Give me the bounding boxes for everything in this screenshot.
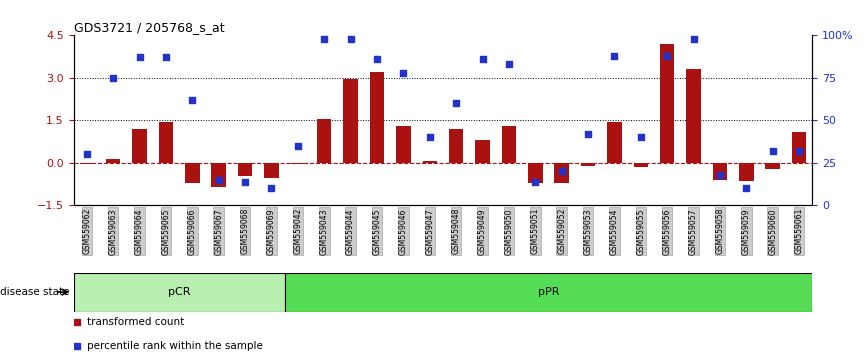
Text: transformed count: transformed count — [87, 317, 184, 327]
Bar — [132, 129, 147, 163]
Bar — [713, 163, 727, 181]
Point — [159, 55, 173, 60]
Bar — [185, 163, 199, 183]
Point — [660, 53, 674, 59]
Point — [344, 36, 358, 42]
Bar — [554, 163, 569, 183]
Point — [291, 143, 305, 149]
Point — [264, 185, 278, 191]
Point — [80, 152, 94, 157]
Bar — [501, 126, 516, 163]
Bar — [634, 163, 648, 167]
Bar — [317, 119, 332, 163]
Point — [132, 55, 146, 60]
Bar — [423, 161, 437, 163]
Text: disease state: disease state — [0, 287, 69, 297]
Text: percentile rank within the sample: percentile rank within the sample — [87, 341, 262, 350]
Point — [555, 169, 569, 174]
Point — [687, 36, 701, 42]
Bar — [449, 129, 463, 163]
Point — [608, 53, 622, 59]
Bar — [291, 163, 305, 164]
Point — [713, 172, 727, 178]
Bar — [792, 132, 806, 163]
Point — [792, 148, 806, 154]
Text: GDS3721 / 205768_s_at: GDS3721 / 205768_s_at — [74, 21, 224, 34]
Point — [185, 97, 199, 103]
Point — [449, 101, 463, 106]
Bar — [158, 122, 173, 163]
Point — [423, 135, 436, 140]
Bar — [475, 140, 490, 163]
Point — [740, 185, 753, 191]
Bar — [687, 69, 701, 163]
Bar — [766, 163, 780, 169]
Point — [212, 177, 226, 183]
Bar — [660, 44, 675, 163]
Point — [370, 56, 384, 62]
Point — [317, 36, 331, 42]
Point — [634, 135, 648, 140]
Bar — [343, 79, 358, 163]
Point — [238, 179, 252, 184]
Point — [107, 75, 120, 81]
Bar — [80, 163, 94, 164]
Text: pPR: pPR — [538, 287, 559, 297]
Bar — [396, 126, 410, 163]
Bar — [370, 72, 385, 163]
Bar — [238, 163, 252, 176]
Point — [581, 131, 595, 137]
Point — [502, 62, 516, 67]
Text: pCR: pCR — [168, 287, 191, 297]
Bar — [106, 159, 120, 163]
Point — [766, 148, 779, 154]
Point — [528, 179, 542, 184]
Bar — [581, 163, 595, 166]
Point — [475, 56, 489, 62]
Bar — [211, 163, 226, 187]
Bar — [607, 122, 622, 163]
Bar — [528, 163, 543, 183]
Bar — [264, 163, 279, 178]
Point — [397, 70, 410, 76]
Bar — [285, 273, 812, 312]
Bar — [74, 273, 285, 312]
Bar — [739, 163, 753, 181]
